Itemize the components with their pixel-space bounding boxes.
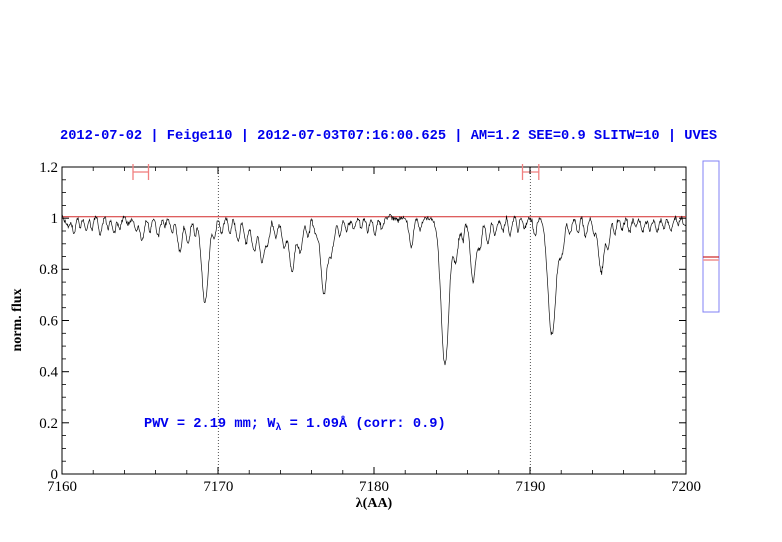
svg-text:1: 1 <box>51 211 59 227</box>
svg-text:0.2: 0.2 <box>39 416 58 432</box>
svg-text:7170: 7170 <box>203 479 233 495</box>
svg-text:7180: 7180 <box>359 479 389 495</box>
svg-text:0.6: 0.6 <box>39 314 58 330</box>
svg-text:7200: 7200 <box>671 479 701 495</box>
svg-text:7160: 7160 <box>47 479 77 495</box>
svg-text:7190: 7190 <box>515 479 545 495</box>
svg-text:1.2: 1.2 <box>39 160 58 176</box>
svg-text:0.8: 0.8 <box>39 262 58 278</box>
svg-text:0.4: 0.4 <box>39 365 58 381</box>
